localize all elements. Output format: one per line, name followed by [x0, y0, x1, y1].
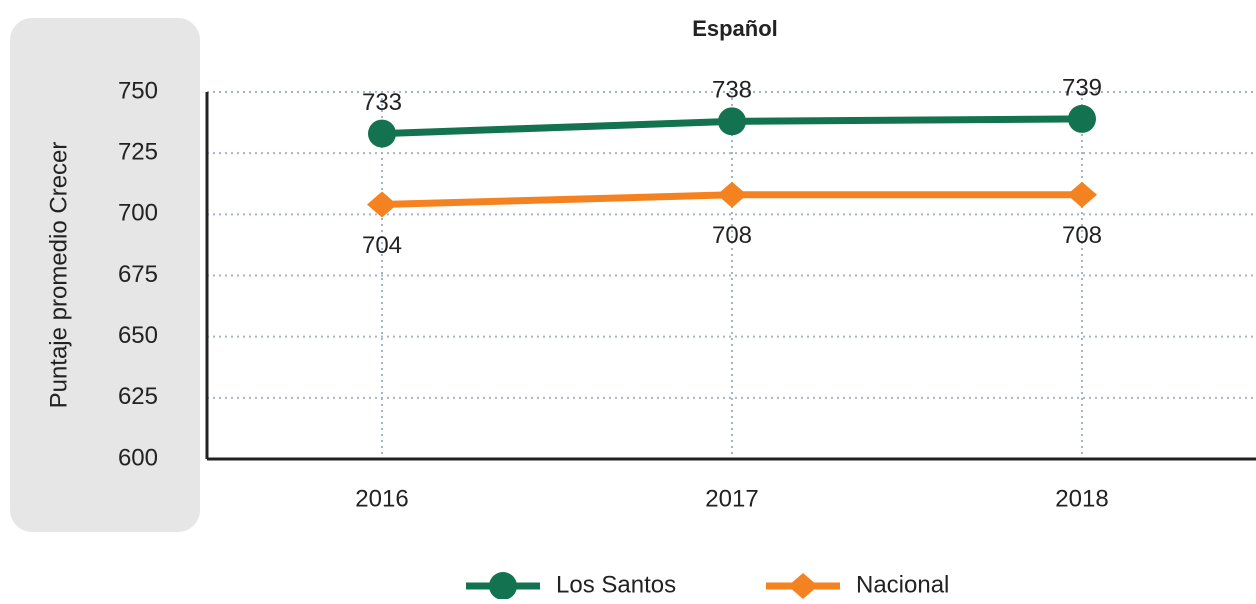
- data-point: [717, 181, 747, 208]
- x-tick-label: 2016: [355, 485, 408, 512]
- y-label-box: [10, 18, 200, 532]
- y-tick-label: 725: [118, 139, 158, 166]
- legend-label: Nacional: [856, 571, 949, 598]
- data-label: 733: [362, 89, 402, 116]
- data-label: 738: [712, 77, 752, 104]
- legend-marker: [489, 572, 517, 600]
- x-tick-label: 2018: [1055, 485, 1108, 512]
- data-point: [367, 191, 397, 218]
- data-point: [1067, 181, 1097, 208]
- y-tick-label: 650: [118, 322, 158, 349]
- x-tick-label: 2017: [705, 485, 758, 512]
- data-label: 739: [1062, 74, 1102, 101]
- y-tick-label: 750: [118, 77, 158, 104]
- data-point: [1068, 104, 1096, 133]
- y-tick-label: 700: [118, 200, 158, 227]
- data-point: [718, 107, 746, 136]
- data-label: 708: [712, 222, 752, 249]
- y-tick-label: 675: [118, 261, 158, 288]
- y-tick-label: 600: [118, 444, 158, 471]
- data-label: 708: [1062, 222, 1102, 249]
- chart-title: Español: [692, 16, 778, 41]
- data-label: 704: [362, 232, 402, 259]
- y-axis-label: Puntaje promedio Crecer: [45, 142, 72, 409]
- data-point: [368, 119, 396, 148]
- y-tick-label: 625: [118, 383, 158, 410]
- legend-label: Los Santos: [556, 571, 676, 598]
- legend-marker: [788, 573, 818, 599]
